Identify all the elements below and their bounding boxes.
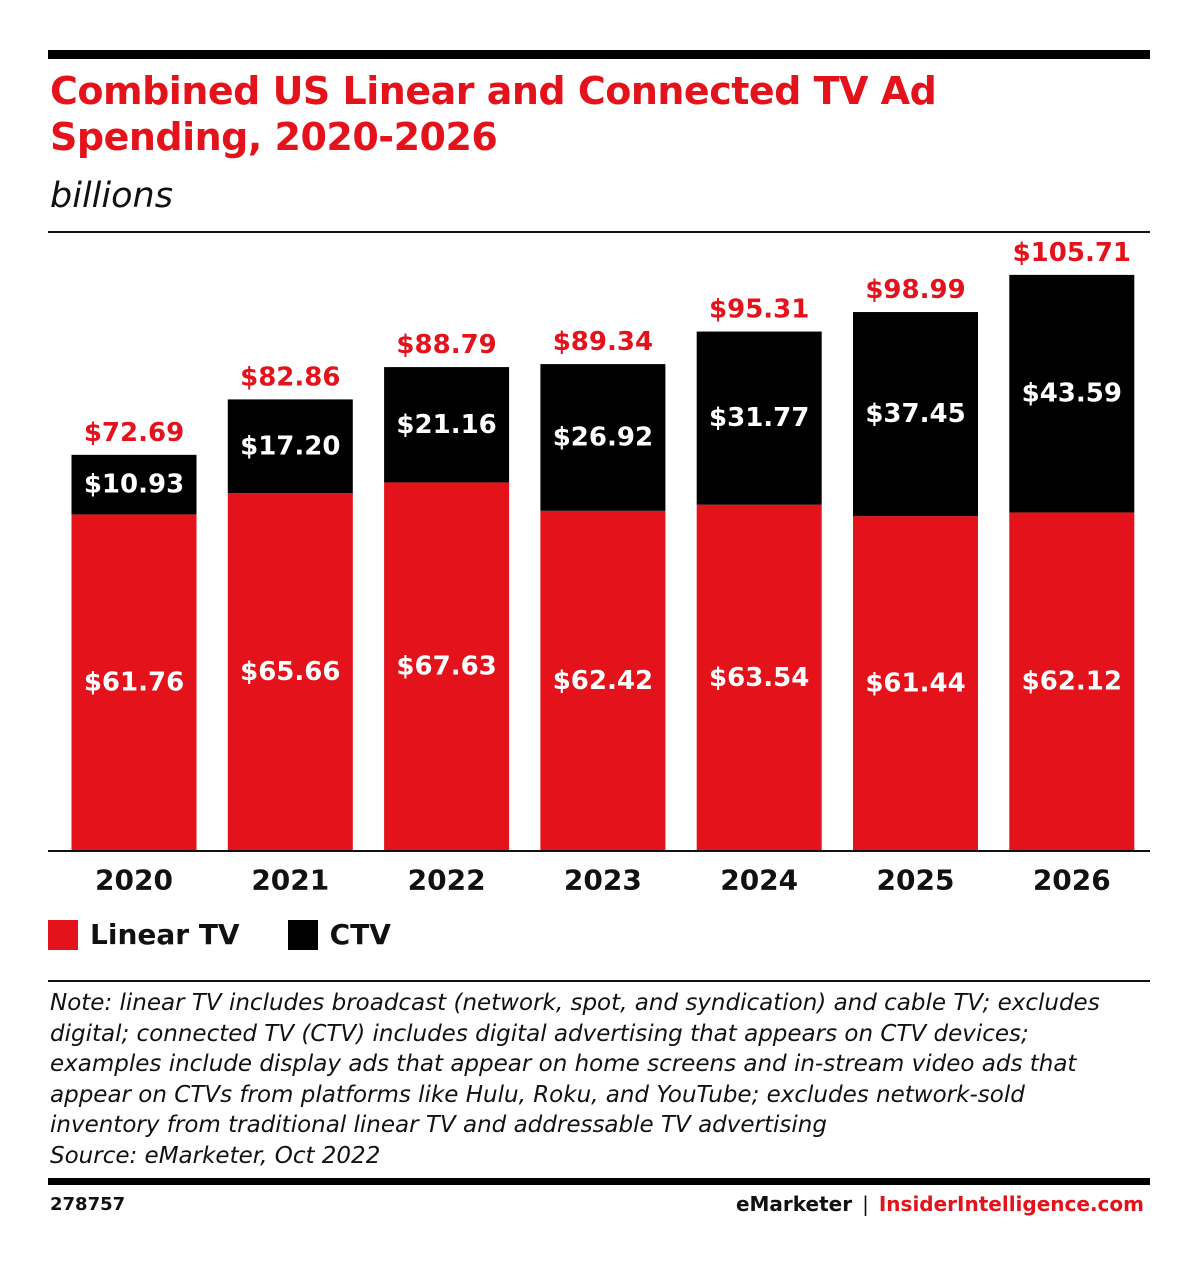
data-label-ctv: $21.16: [396, 410, 496, 440]
x-tick-label: 2023: [564, 864, 642, 897]
bar-linear-tv: [71, 514, 197, 851]
data-label-linear-tv: $67.63: [396, 652, 496, 682]
x-tick-label: 2025: [877, 864, 955, 897]
x-tick-label: 2021: [251, 864, 329, 897]
note-line: examples include display ads that appear…: [50, 1051, 1077, 1077]
legend-label-ctv: CTV: [329, 918, 391, 951]
bar-linear-tv: [696, 504, 822, 851]
chart-title: Combined US Linear and Connected TV Ad S…: [50, 69, 937, 159]
x-tick-label: 2024: [720, 864, 798, 897]
note-line: inventory from traditional linear TV and…: [50, 1112, 827, 1138]
chart-subtitle: billions: [50, 176, 173, 216]
bar-linear-tv: [384, 482, 510, 851]
brand-footer: eMarketer | InsiderIntelligence.com: [736, 1192, 1144, 1216]
bar-linear-tv: [540, 510, 666, 851]
bar-ctv: [696, 331, 822, 505]
note-line: appear on CTVs from platforms like Hulu,…: [50, 1081, 1025, 1108]
data-label-ctv: $10.93: [84, 470, 184, 500]
legend-item-ctv: CTV: [287, 918, 391, 951]
chart-id: 278757: [50, 1194, 126, 1215]
bar-linear-tv: [227, 493, 353, 851]
data-label-total: $105.71: [1013, 238, 1131, 268]
data-label-ctv: $26.92: [553, 422, 653, 452]
data-label-total: $72.69: [84, 418, 184, 448]
legend-swatch-linear-tv: [48, 919, 78, 950]
bar-linear-tv: [853, 516, 978, 851]
data-label-ctv: $37.45: [865, 399, 965, 429]
note-line: digital; connected TV (CTV) includes dig…: [50, 1020, 1029, 1047]
note-rule: [48, 980, 1150, 982]
stacked-bar-chart: $61.76 $10.93 $72.69 2020 $65.66 $17.20 $82.86…: [48, 238, 1150, 897]
bar-ctv: [71, 454, 197, 515]
source-line: Source: eMarketer, Oct 2022: [50, 1142, 381, 1169]
bar-ctv: [1009, 274, 1135, 513]
legend-item-linear-tv: Linear TV: [48, 918, 240, 951]
brand-separator: |: [862, 1192, 869, 1216]
x-tick-label: 2020: [95, 864, 173, 897]
bottom-rule: [48, 1178, 1150, 1185]
chart-note: Note: linear TV includes broadcast (netw…: [50, 988, 1140, 1171]
data-label-total: $95.31: [709, 295, 809, 325]
top-rule: [48, 50, 1150, 59]
bar-ctv: [540, 364, 666, 511]
legend-swatch-ctv: [287, 919, 318, 950]
data-label-total: $88.79: [396, 330, 496, 360]
bar-ctv: [384, 367, 510, 483]
bar-ctv: [853, 312, 978, 517]
note-line: Note: linear TV includes broadcast (netw…: [50, 990, 1100, 1016]
data-label-linear-tv: $65.66: [240, 657, 340, 687]
data-label-linear-tv: $61.76: [84, 668, 184, 698]
data-label-ctv: $31.77: [709, 403, 809, 433]
data-label-ctv: $17.20: [240, 431, 340, 461]
data-label-ctv: $43.59: [1022, 379, 1122, 409]
bar-ctv: [227, 399, 353, 494]
legend: Linear TV CTV: [48, 918, 439, 951]
data-label-linear-tv: $62.12: [1022, 667, 1122, 697]
data-label-total: $98.99: [865, 275, 965, 305]
title-rule: [48, 231, 1150, 233]
brand-site-link[interactable]: InsiderIntelligence.com: [878, 1192, 1144, 1216]
bar-linear-tv: [1009, 512, 1135, 851]
x-tick-label: 2026: [1033, 864, 1111, 897]
legend-label-linear-tv: Linear TV: [90, 918, 240, 951]
data-label-linear-tv: $61.44: [865, 669, 965, 699]
data-label-total: $89.34: [553, 327, 653, 357]
brand-name: eMarketer: [735, 1192, 853, 1216]
data-label-linear-tv: $62.42: [553, 666, 653, 696]
data-label-linear-tv: $63.54: [709, 663, 809, 693]
data-label-total: $82.86: [240, 362, 340, 392]
x-tick-label: 2022: [408, 864, 486, 897]
